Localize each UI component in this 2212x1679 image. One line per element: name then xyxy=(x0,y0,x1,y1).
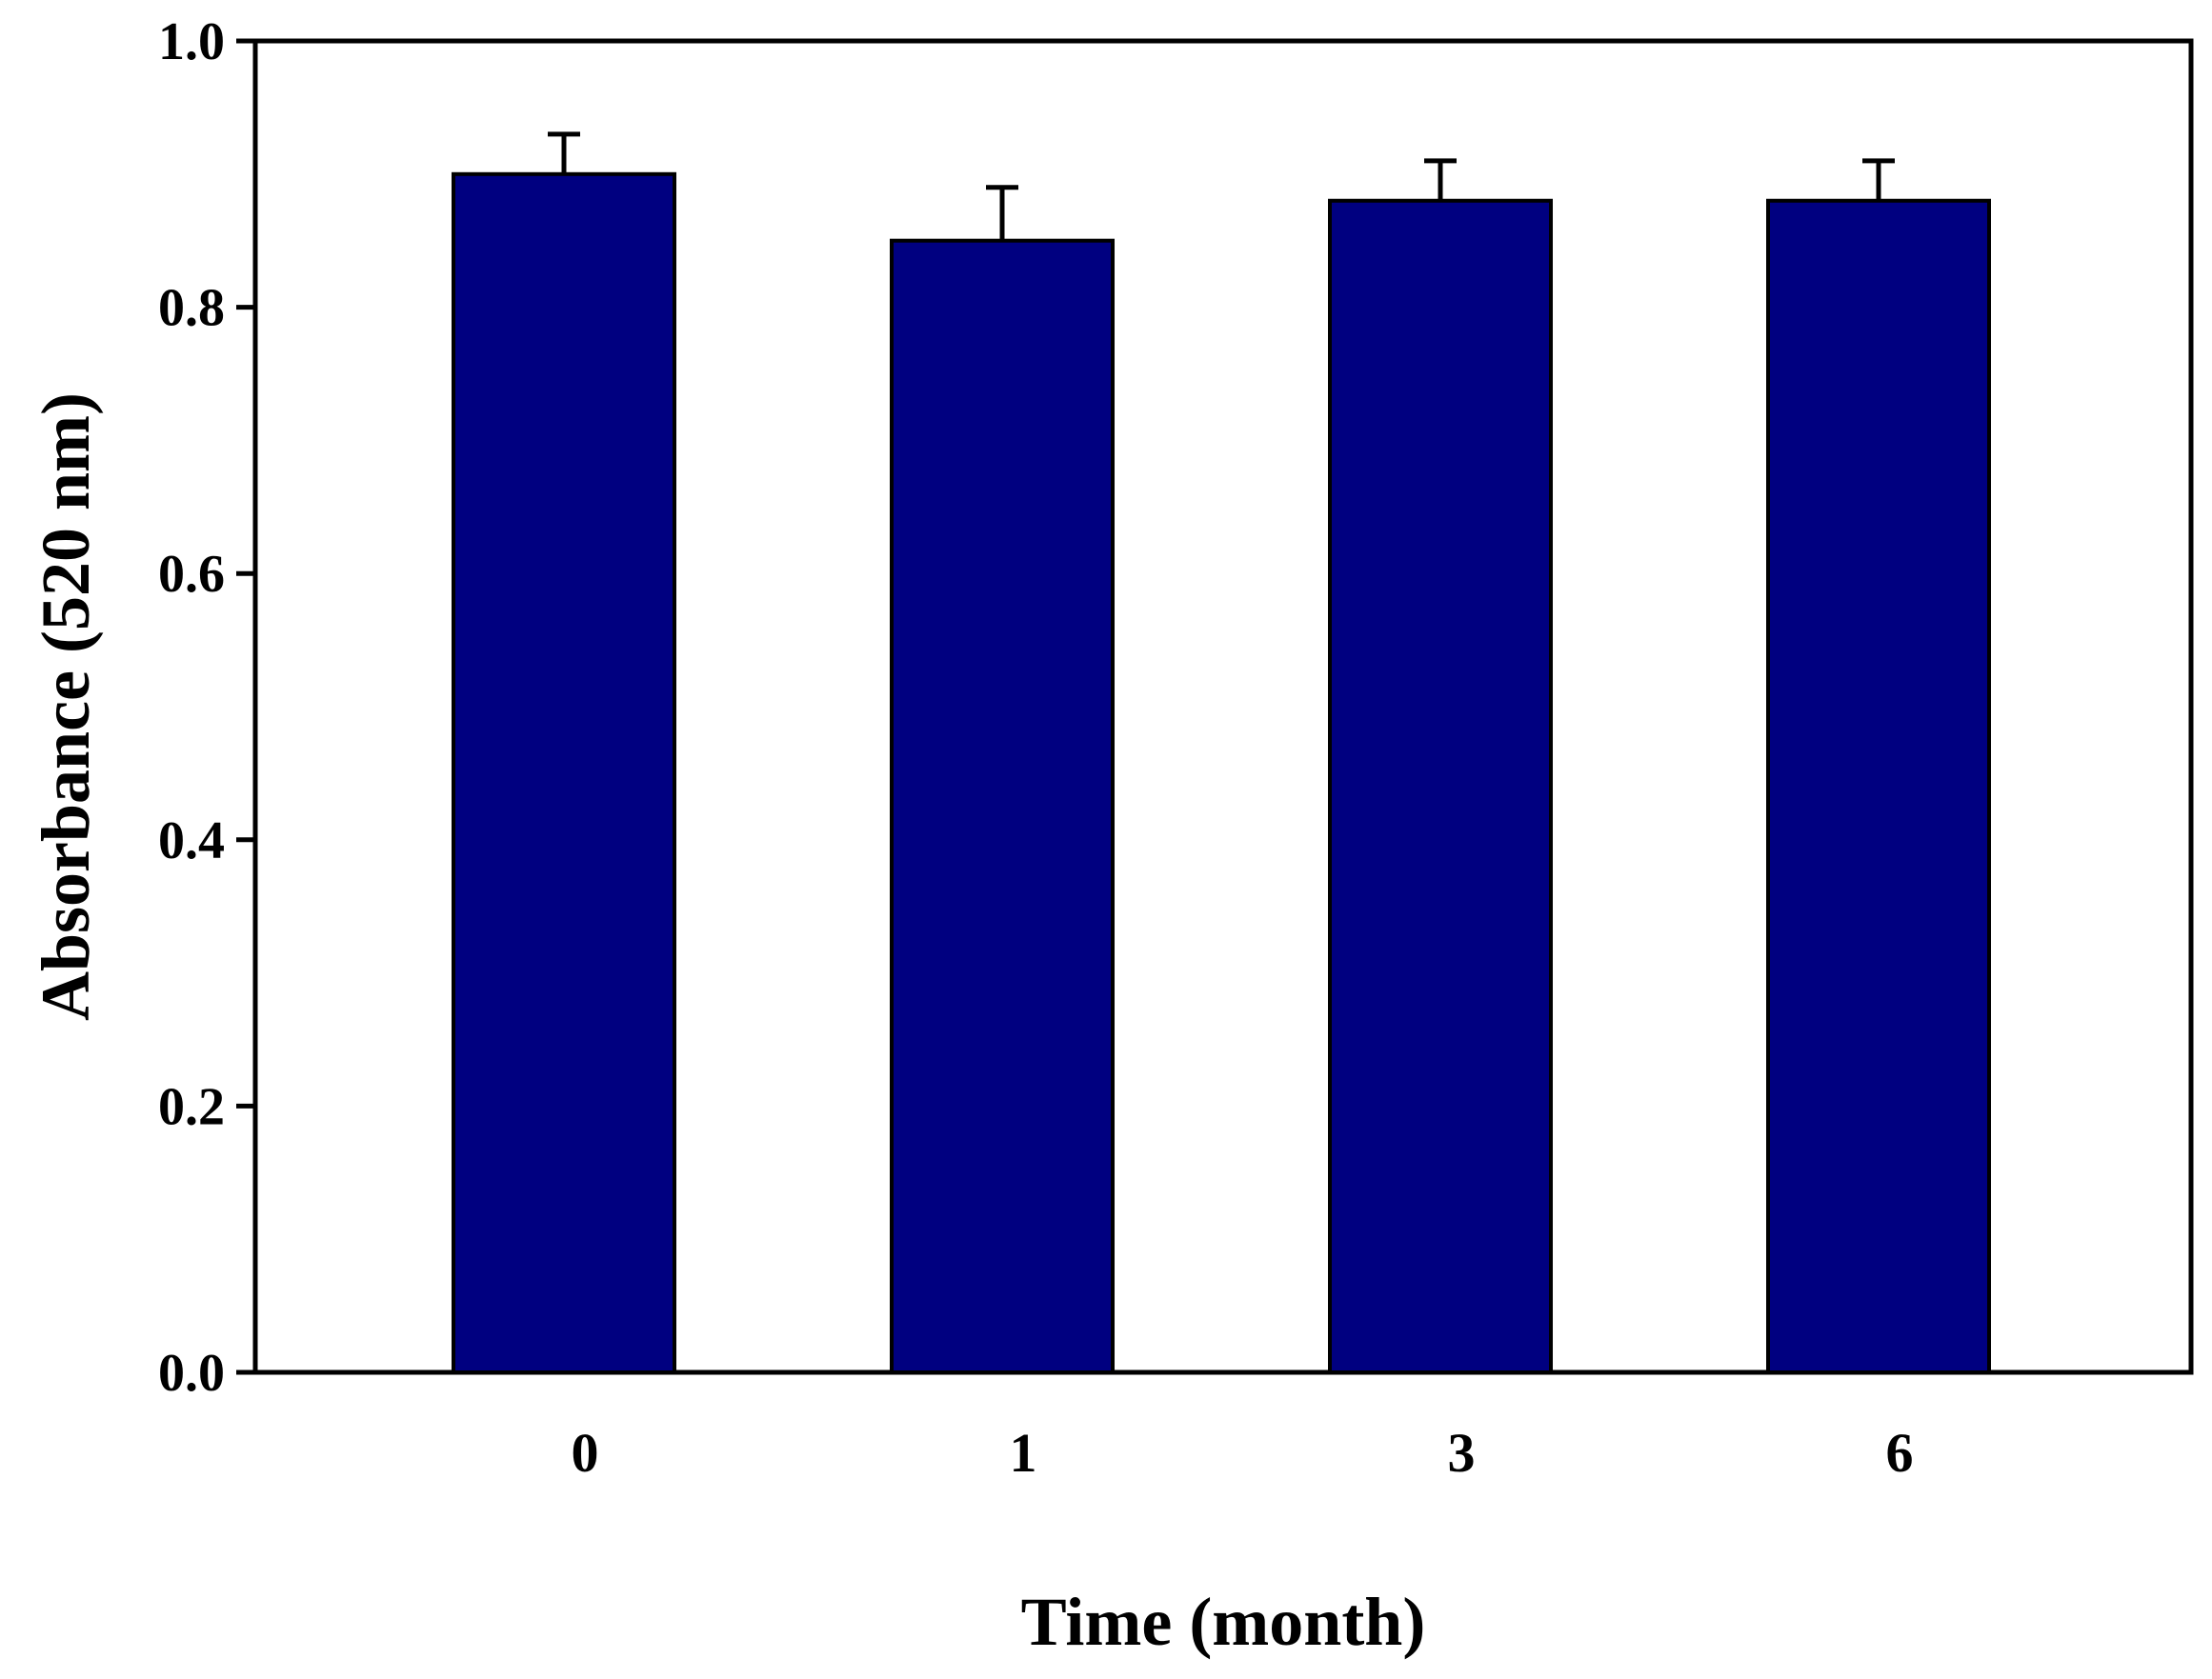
y-tick-label: 0.6 xyxy=(158,545,225,604)
bar xyxy=(1766,198,1991,1374)
y-tick-label: 1.0 xyxy=(158,12,225,71)
x-axis-title: Time (month) xyxy=(1021,1584,1426,1660)
x-axis-ticks: 0 1 3 6 xyxy=(572,1422,1914,1484)
y-axis-ticks: 0.0 0.2 0.4 0.6 0.8 1.0 xyxy=(158,12,255,1403)
bar xyxy=(452,171,676,1374)
bar xyxy=(890,238,1115,1375)
x-tick-label: 0 xyxy=(572,1422,599,1484)
bar xyxy=(1328,198,1553,1374)
bars xyxy=(452,131,1991,1375)
y-tick-label: 0.0 xyxy=(158,1344,225,1403)
x-tick-label: 3 xyxy=(1448,1422,1476,1484)
y-tick-label: 0.2 xyxy=(158,1077,225,1136)
y-tick-label: 0.4 xyxy=(158,811,225,870)
x-tick-label: 6 xyxy=(1886,1422,1914,1484)
plot-frame xyxy=(252,38,2194,1375)
x-tick-label: 1 xyxy=(1010,1422,1037,1484)
y-tick-label: 0.8 xyxy=(158,279,225,338)
y-axis-title: Absorbance (520 nm) xyxy=(28,392,104,1021)
